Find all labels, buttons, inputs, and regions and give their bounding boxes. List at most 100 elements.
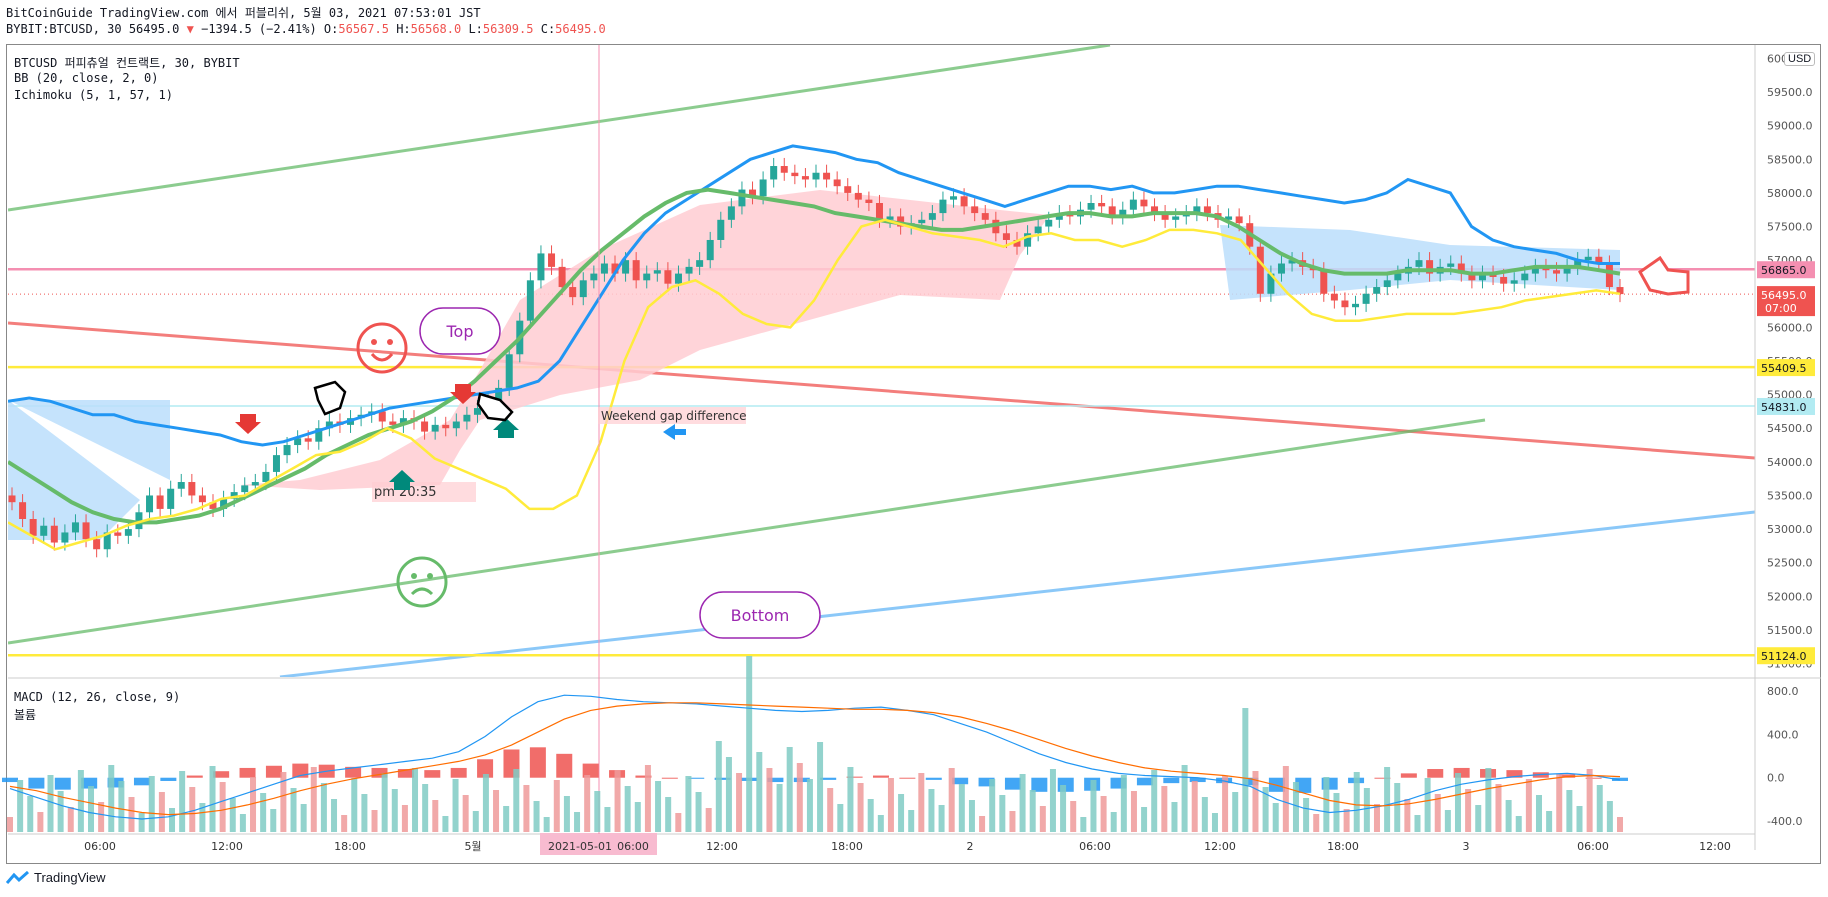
sad-face-icon xyxy=(396,556,448,608)
candle-body xyxy=(632,260,640,281)
volume-bar xyxy=(584,775,591,832)
symbol-line: BYBIT:BTCUSD, 30 56495.0 xyxy=(6,22,180,36)
macd-histogram-bar xyxy=(872,775,889,778)
volume-bar xyxy=(148,776,155,832)
candle-body xyxy=(1352,303,1360,308)
volume-bar xyxy=(655,781,662,832)
volume-bar xyxy=(563,796,570,832)
volume-bar xyxy=(1566,790,1573,832)
candle-body xyxy=(473,408,481,415)
candle-body xyxy=(399,418,407,425)
volume-bar xyxy=(1617,817,1623,832)
currency-button[interactable]: USD xyxy=(1784,52,1816,66)
candle-body xyxy=(685,266,693,274)
trend-line-lower xyxy=(8,418,1486,645)
volume-bar xyxy=(422,784,429,832)
price-axis-label-bg xyxy=(1757,261,1815,279)
legend-macd[interactable]: MACD (12, 26, close, 9) xyxy=(14,690,181,704)
volume-bar xyxy=(958,784,965,832)
candle-body xyxy=(241,485,249,493)
macd-histogram-bar xyxy=(820,777,837,780)
volume-bar xyxy=(1110,812,1117,832)
tradingview-brand[interactable]: TradingView xyxy=(6,870,106,885)
volume-bar xyxy=(867,799,874,832)
volume-bar xyxy=(1029,790,1036,832)
volume-bar xyxy=(918,773,925,832)
volume-bar xyxy=(371,810,378,832)
candle-body xyxy=(1140,199,1148,207)
candle-body xyxy=(167,488,175,509)
volume-bar xyxy=(381,773,388,832)
volume-bar xyxy=(1444,810,1451,832)
legend-ichimoku[interactable]: Ichimoku (5, 1, 57, 1) xyxy=(14,88,173,102)
tradingview-logo-icon xyxy=(6,870,29,884)
macd-histogram-bar xyxy=(371,767,388,778)
macd-histogram-bar xyxy=(1585,777,1602,779)
macd-histogram-bar xyxy=(1427,769,1444,778)
volume-bar xyxy=(1080,817,1087,832)
high-value: 56568.0 xyxy=(410,22,462,36)
candle-body xyxy=(950,196,958,200)
open-label: O: xyxy=(323,22,339,36)
candle-body xyxy=(1108,206,1116,217)
legend-bb[interactable]: BB (20, close, 2, 0) xyxy=(14,71,159,85)
volume-bar xyxy=(361,794,368,832)
macd-histogram-bar xyxy=(1031,777,1048,792)
volume-bar xyxy=(1505,800,1512,832)
candle-body xyxy=(8,495,16,503)
candle-body xyxy=(664,270,672,284)
candle-body xyxy=(1330,293,1338,301)
volume-bar xyxy=(1373,804,1380,832)
price-tick-label: 53500.0 xyxy=(1767,489,1813,502)
candle-body xyxy=(124,529,132,536)
volume-bar xyxy=(817,742,824,832)
volume-bar xyxy=(948,768,955,832)
candle-body xyxy=(1394,273,1402,281)
volume-bar xyxy=(685,776,692,832)
volume-bar xyxy=(432,800,439,832)
sad-face-eye xyxy=(411,573,417,579)
volume-bar xyxy=(1181,765,1188,832)
annotation-top-text: Top xyxy=(446,322,474,341)
volume-bar xyxy=(1353,772,1360,832)
sad-face-mouth xyxy=(410,587,434,596)
price-tick-label: 52500.0 xyxy=(1767,557,1813,570)
candle-body xyxy=(875,203,883,220)
price-tick-label: 56000.0 xyxy=(1767,321,1813,334)
candle-body xyxy=(1320,270,1328,294)
volume-bar xyxy=(1465,789,1472,832)
candle-body xyxy=(1362,293,1370,304)
macd-histogram-bar xyxy=(107,777,124,788)
volume-bar xyxy=(239,814,246,832)
volume-bar xyxy=(108,765,115,832)
candle-body xyxy=(971,206,979,214)
volume-bar xyxy=(189,787,196,832)
volume-bar xyxy=(806,779,813,832)
volume-bar xyxy=(665,797,672,832)
volume-bar xyxy=(1171,802,1178,832)
candle-body xyxy=(1119,209,1127,217)
candle-body xyxy=(283,445,291,456)
volume-bar xyxy=(219,782,226,832)
macd-histogram-bar xyxy=(1136,777,1153,786)
volume-bar xyxy=(482,774,489,832)
time-tick-label: 12:00 xyxy=(706,840,738,853)
volume-bar xyxy=(968,800,975,832)
macd-histogram-bar xyxy=(1453,767,1470,778)
volume-bar xyxy=(1060,785,1067,832)
time-tick-label: 06:00 xyxy=(617,840,649,853)
candle-body xyxy=(1426,260,1434,274)
candle-body xyxy=(674,273,682,284)
volume-bar xyxy=(877,815,884,832)
legend-title[interactable]: BTCUSD 퍼피츄얼 컨트랙트, 30, BYBIT xyxy=(14,56,240,70)
macd-histogram-bar xyxy=(81,777,98,789)
sad-face-eye xyxy=(427,573,433,579)
annotation-gap-text: Weekend gap difference xyxy=(601,409,747,423)
legend-volume[interactable]: 볼륨 xyxy=(14,708,37,722)
candle-body xyxy=(1235,216,1243,224)
close-value: 56495.0 xyxy=(555,22,606,36)
volume-bar xyxy=(1070,801,1077,832)
macd-histogram-bar xyxy=(1242,777,1259,786)
candle-body xyxy=(1161,213,1169,220)
